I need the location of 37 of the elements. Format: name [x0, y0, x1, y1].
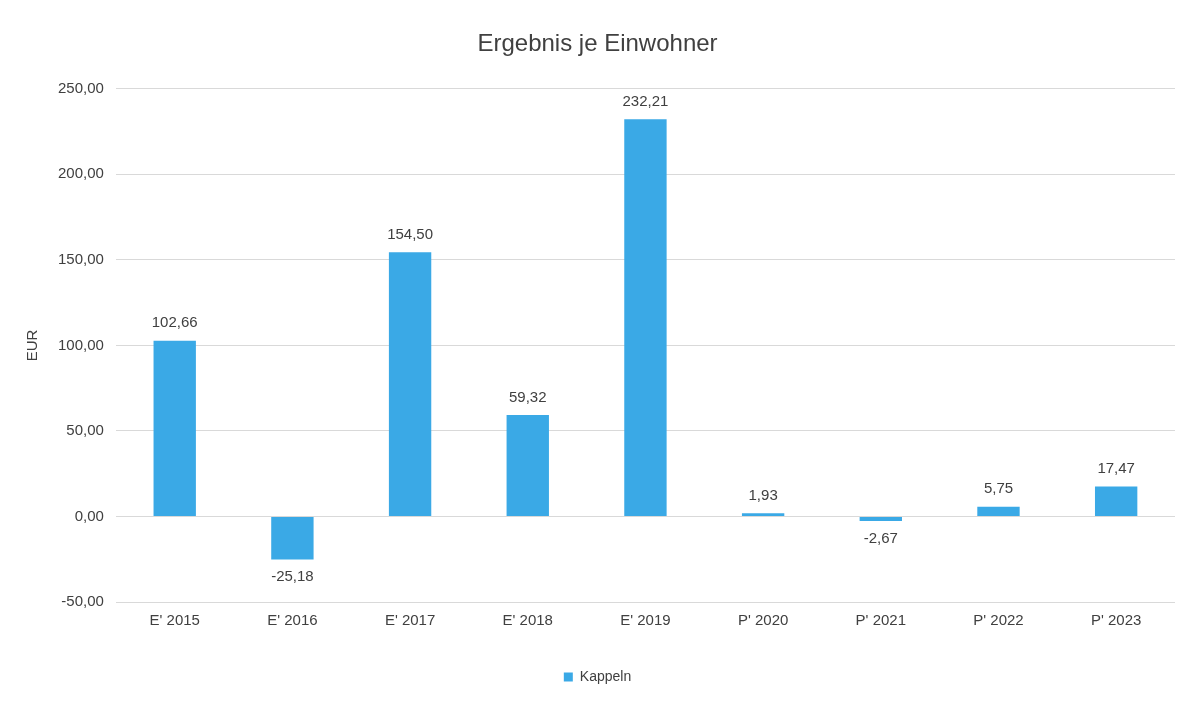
y-tick-label: 200,00 — [57, 164, 104, 182]
bar — [859, 516, 902, 522]
bar — [624, 119, 667, 516]
x-tick-label: E' 2019 — [620, 611, 671, 629]
data-label: 5,75 — [983, 479, 1014, 497]
chart-title: Ergebnis je Einwohner — [477, 29, 718, 57]
bar — [271, 516, 314, 560]
y-tick-label: -50,00 — [61, 592, 104, 610]
data-label: 59,32 — [508, 387, 547, 405]
y-axis-title: EUR — [23, 329, 41, 362]
data-label: -2,67 — [863, 528, 898, 546]
y-tick-label: 50,00 — [66, 421, 104, 439]
y-tick-label: 100,00 — [57, 335, 104, 353]
x-tick-label: P' 2022 — [973, 611, 1024, 629]
data-label: 102,66 — [151, 313, 198, 331]
data-label: 17,47 — [1097, 459, 1135, 477]
x-tick-label: P' 2020 — [737, 611, 789, 629]
y-tick-label: 250,00 — [57, 78, 104, 96]
data-label: 232,21 — [622, 91, 669, 109]
x-tick-label: P' 2023 — [1090, 611, 1142, 629]
data-label: -25,18 — [271, 567, 314, 585]
x-tick-label: E' 2015 — [149, 611, 200, 629]
bar — [741, 513, 785, 516]
bar — [153, 340, 196, 516]
y-tick-label: 150,00 — [57, 250, 104, 268]
x-tick-label: E' 2018 — [502, 611, 553, 629]
bar — [388, 252, 432, 516]
x-tick-label: P' 2021 — [855, 611, 906, 629]
bar — [1094, 486, 1138, 516]
bar — [506, 414, 549, 516]
y-tick-label: 0,00 — [74, 506, 104, 524]
x-tick-label: E' 2016 — [267, 611, 318, 629]
legend-label: Kappeln — [579, 667, 632, 684]
bar — [977, 506, 1020, 516]
data-label: 1,93 — [748, 485, 778, 503]
x-tick-label: E' 2017 — [384, 611, 436, 629]
data-label: 154,50 — [387, 224, 434, 242]
